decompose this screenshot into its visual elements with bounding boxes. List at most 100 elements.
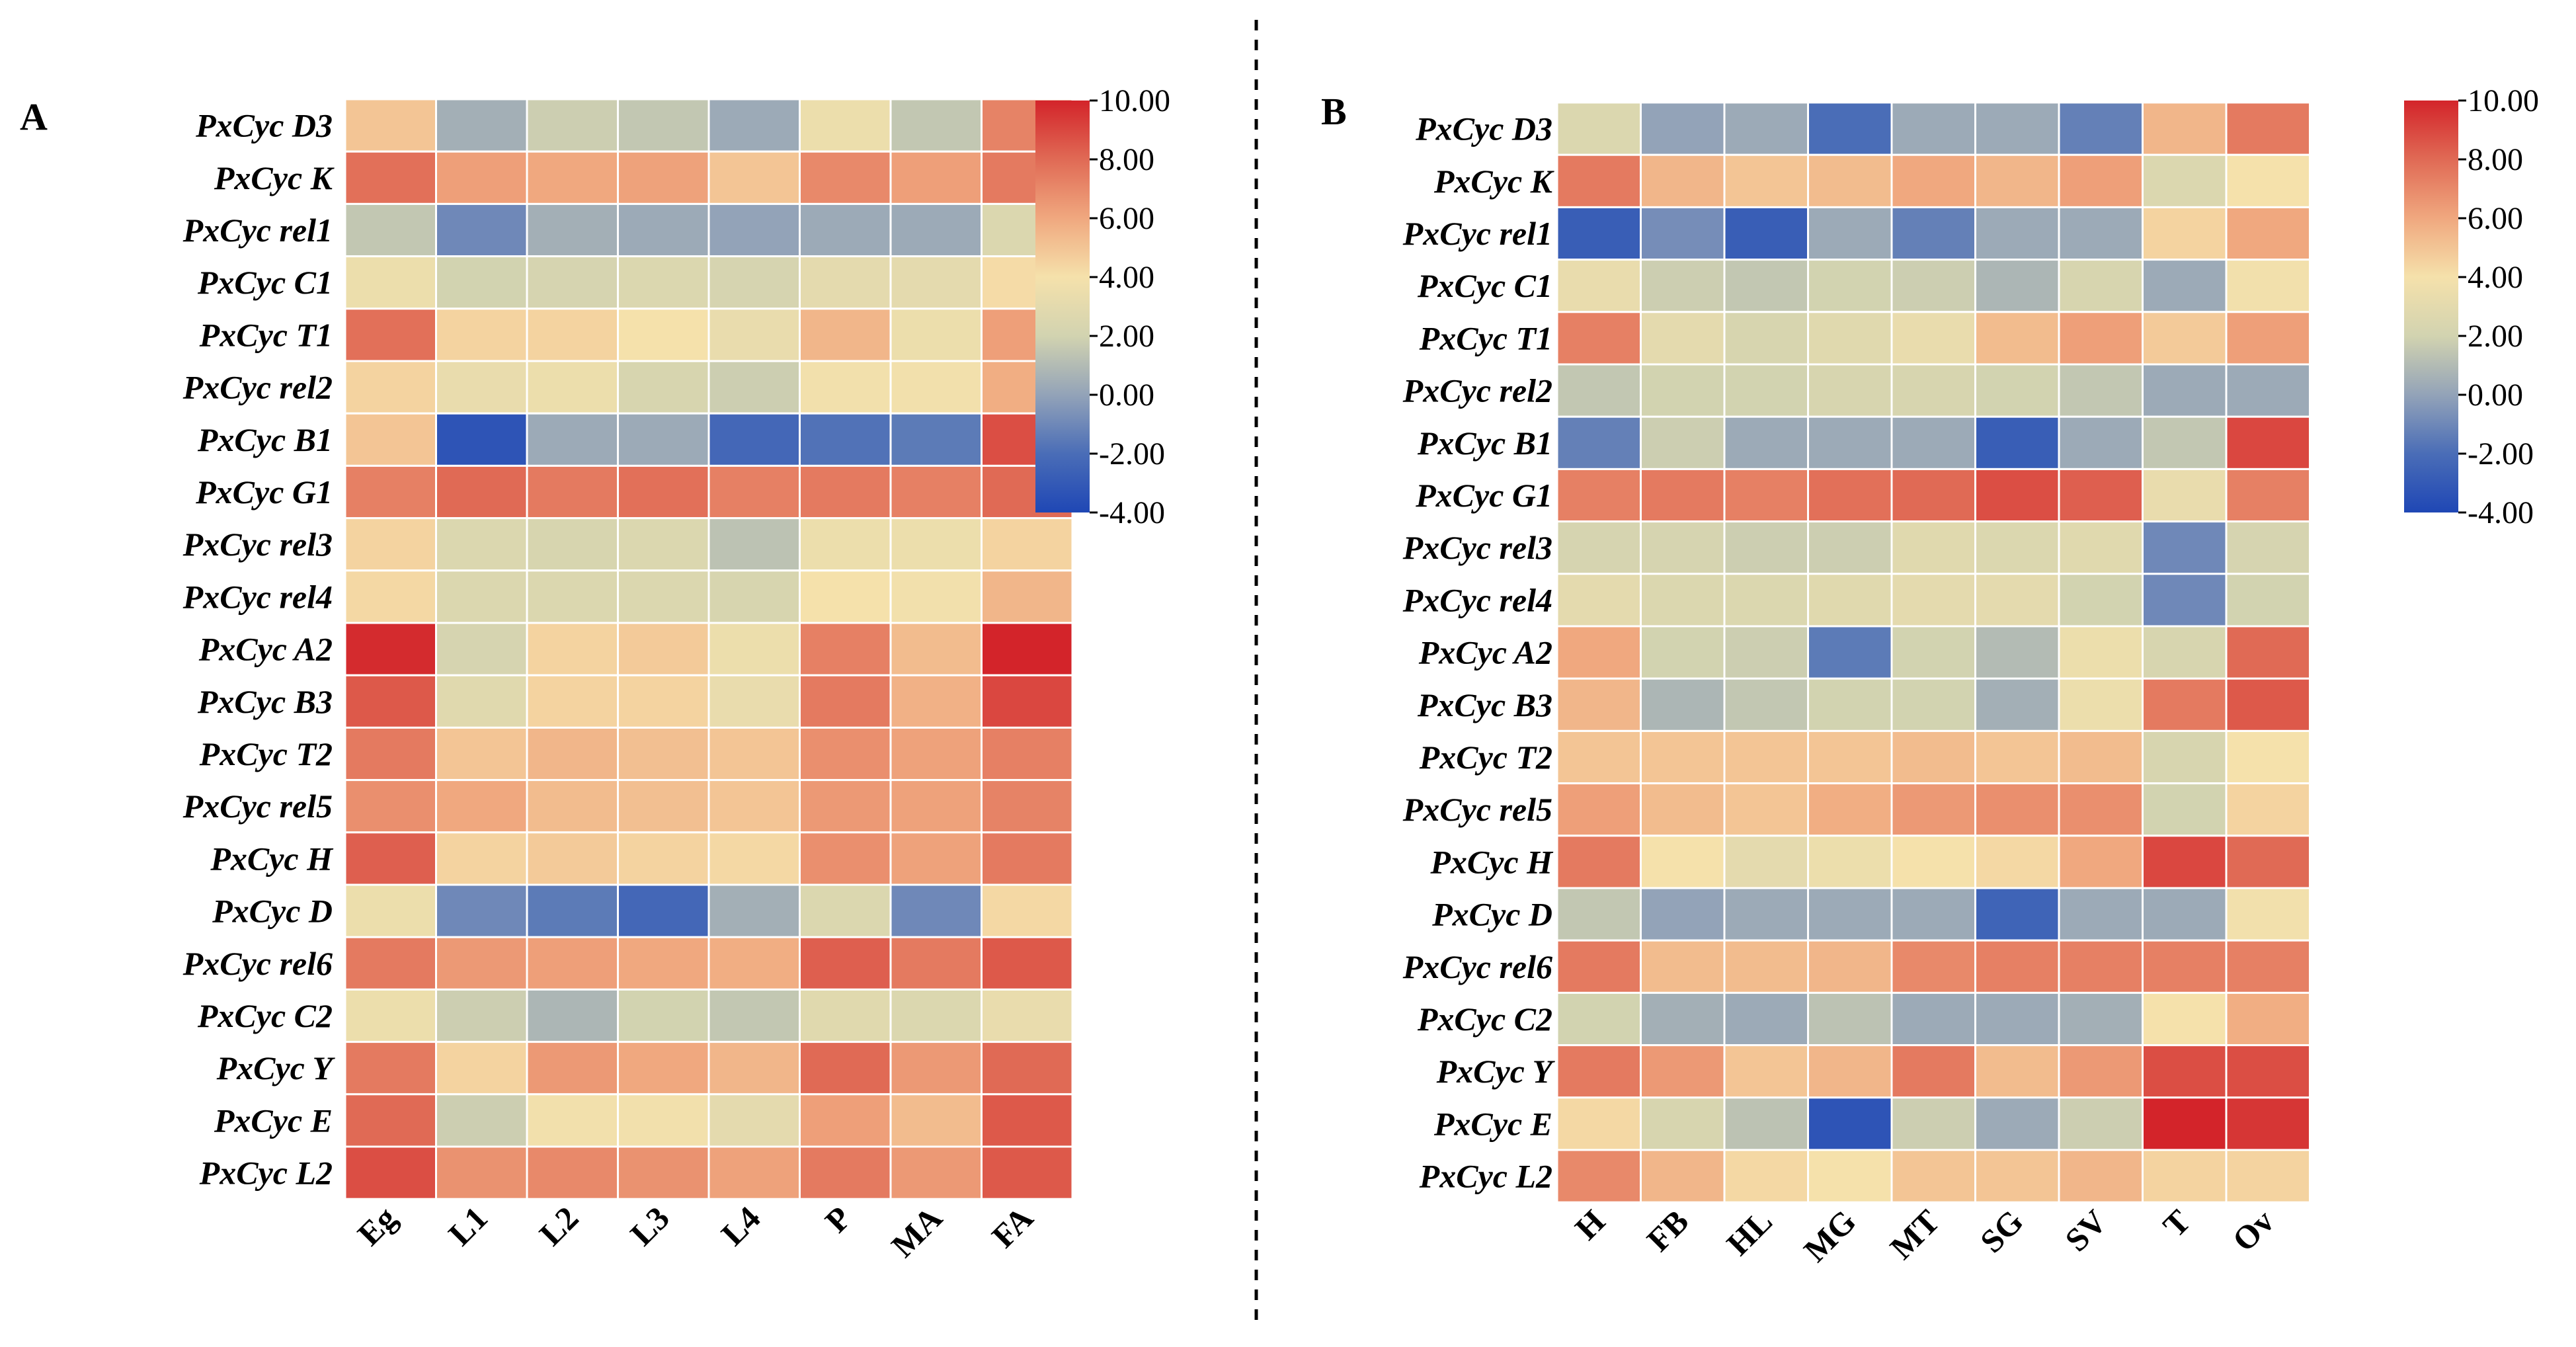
panel-a-cell-pxcyc-b3-l2 xyxy=(526,674,619,729)
panel-b-cell-pxcyc-rel3-t xyxy=(2142,520,2228,575)
panel-b-cell-pxcyc-rel2-t xyxy=(2142,363,2228,418)
panel-b-cell-pxcyc-d-t xyxy=(2142,887,2228,942)
panel-b-cell-pxcyc-d3-ov xyxy=(2225,101,2311,156)
panel-b-cell-pxcyc-rel5-t xyxy=(2142,782,2228,837)
panel-b-cell-pxcyc-g1-hl xyxy=(1723,468,1809,523)
panel-a-row-label-pxcyc-d3: PxCyc D3 xyxy=(195,107,333,144)
panel-b-cell-pxcyc-b1-mt xyxy=(1890,415,1976,470)
panel-b-cell-pxcyc-rel1-sg xyxy=(1974,206,2060,261)
panel-a-cell-pxcyc-t1-l1 xyxy=(435,307,528,362)
panel-a-cell-pxcyc-b1-l2 xyxy=(526,412,619,467)
panel-a-cell-pxcyc-h-l4 xyxy=(707,831,801,886)
panel-a-cell-pxcyc-k-l2 xyxy=(526,150,619,205)
panel-a-cell-pxcyc-rel3-fa xyxy=(981,517,1074,572)
panel-b-cell-pxcyc-k-t xyxy=(2142,153,2228,208)
panel-b-cell-pxcyc-d-h xyxy=(1556,887,1642,942)
panel-a-cell-pxcyc-d-l3 xyxy=(617,883,710,938)
panel-b-cell-pxcyc-b1-h xyxy=(1556,415,1642,470)
panel-b-row-label-pxcyc-rel4: PxCyc rel4 xyxy=(1402,581,1552,618)
panel-b-cell-pxcyc-a2-sv xyxy=(2058,625,2144,680)
panel-b-cell-pxcyc-h-t xyxy=(2142,835,2228,889)
panel-a-cell-pxcyc-rel2-l4 xyxy=(707,360,801,415)
panel-a-cell-pxcyc-g1-l4 xyxy=(707,464,801,520)
panel-b-cell-pxcyc-rel5-sg xyxy=(1974,782,2060,837)
panel-a-cell-pxcyc-rel5-p xyxy=(799,779,892,834)
panel-a-cell-pxcyc-k-eg xyxy=(344,150,437,205)
panel-a-cell-pxcyc-l2-l1 xyxy=(435,1145,528,1200)
panel-a-cell-pxcyc-g1-ma xyxy=(889,464,983,520)
panel-b-cell-pxcyc-t2-ov xyxy=(2225,729,2311,785)
panel-a-col-label-ma: MA xyxy=(884,1199,949,1264)
panel-a-colorbar xyxy=(1035,101,1090,512)
panel-a-cell-pxcyc-c1-p xyxy=(799,255,892,310)
panel-b-cell-pxcyc-g1-sg xyxy=(1974,468,2060,523)
panel-b-cell-pxcyc-b3-sg xyxy=(1974,677,2060,732)
panel-a-cell-pxcyc-rel4-l2 xyxy=(526,569,619,624)
panel-b-cell-pxcyc-d-mg xyxy=(1807,887,1893,942)
panel-a-cell-pxcyc-g1-l2 xyxy=(526,464,619,520)
panel-b-col-label-h: H xyxy=(1568,1202,1612,1246)
panel-a-cell-pxcyc-t1-ma xyxy=(889,307,983,362)
panel-a-cell-pxcyc-e-fa xyxy=(981,1093,1074,1148)
panel-a-cell-pxcyc-rel1-l4 xyxy=(707,202,801,258)
panel-b-cell-pxcyc-rel3-ov xyxy=(2225,520,2311,575)
panel-b-cell-pxcyc-b1-t xyxy=(2142,415,2228,470)
panel-b-cell-pxcyc-b3-fb xyxy=(1640,677,1726,732)
panel-a-cell-pxcyc-t1-l4 xyxy=(707,307,801,362)
panel-b-cell-pxcyc-rel4-t xyxy=(2142,573,2228,628)
panel-b-cell-pxcyc-rel4-sv xyxy=(2058,573,2144,628)
panel-a-cell-pxcyc-rel2-l2 xyxy=(526,360,619,415)
panel-a-cell-pxcyc-c2-l1 xyxy=(435,988,528,1043)
panel-a-cell-pxcyc-h-l3 xyxy=(617,831,710,886)
panel-a-colorbar-tick-6-00: 6.00 xyxy=(1099,201,1154,236)
panel-b-cell-pxcyc-h-sg xyxy=(1974,835,2060,889)
panel-a-letter: A xyxy=(20,95,48,138)
panel-a-col-label-l2: L2 xyxy=(532,1199,586,1252)
panel-b-colorbar-tick-10-00: 10.00 xyxy=(2468,83,2539,118)
panel-b-cell-pxcyc-rel4-sg xyxy=(1974,573,2060,628)
panel-a-cell-pxcyc-y-l1 xyxy=(435,1041,528,1096)
panel-a-cell-pxcyc-d-l1 xyxy=(435,883,528,938)
panel-b-cell-pxcyc-rel4-mg xyxy=(1807,573,1893,628)
panel-a-cell-pxcyc-c2-p xyxy=(799,988,892,1043)
panel-b-cell-pxcyc-c1-fb xyxy=(1640,259,1726,313)
panel-a-cell-pxcyc-a2-eg xyxy=(344,622,437,676)
panel-a-cell-pxcyc-e-l1 xyxy=(435,1093,528,1148)
panel-b-row-label-pxcyc-rel5: PxCyc rel5 xyxy=(1402,791,1552,828)
panel-b-cell-pxcyc-rel2-fb xyxy=(1640,363,1726,418)
panel-b-cell-pxcyc-y-t xyxy=(2142,1044,2228,1099)
panel-a-cell-pxcyc-d-fa xyxy=(981,883,1074,938)
panel-b-cell-pxcyc-b1-sv xyxy=(2058,415,2144,470)
panel-b-row-label-pxcyc-a2: PxCyc A2 xyxy=(1418,634,1552,671)
panel-b-cell-pxcyc-k-sg xyxy=(1974,153,2060,208)
panel-b-cell-pxcyc-t1-hl xyxy=(1723,311,1809,366)
panel-b-cell-pxcyc-e-hl xyxy=(1723,1096,1809,1151)
panel-b-colorbar-tick-4-00: 4.00 xyxy=(2468,260,2523,295)
panel-a-cell-pxcyc-h-ma xyxy=(889,831,983,886)
panel-b-cell-pxcyc-t1-h xyxy=(1556,311,1642,366)
panel-b-cell-pxcyc-y-ov xyxy=(2225,1044,2311,1099)
panel-a-cell-pxcyc-g1-l1 xyxy=(435,464,528,520)
panel-b-cell-pxcyc-c1-ov xyxy=(2225,259,2311,313)
panel-b-cell-pxcyc-d-mt xyxy=(1890,887,1976,942)
panel-b-cell-pxcyc-rel2-ov xyxy=(2225,363,2311,418)
panel-a-cell-pxcyc-b3-ma xyxy=(889,674,983,729)
panel-a-cell-pxcyc-a2-p xyxy=(799,622,892,676)
panel-b-colorbar-tick-4-00: -4.00 xyxy=(2468,495,2534,530)
panel-a-col-label-l3: L3 xyxy=(623,1199,676,1252)
panel-a-cell-pxcyc-rel3-ma xyxy=(889,517,983,572)
panel-b-cell-pxcyc-a2-fb xyxy=(1640,625,1726,680)
panel-b-cell-pxcyc-rel2-mg xyxy=(1807,363,1893,418)
panel-a-cell-pxcyc-l2-ma xyxy=(889,1145,983,1200)
panel-b-col-label-mg: MG xyxy=(1796,1202,1863,1268)
panel-b-col-label-fb: FB xyxy=(1640,1202,1696,1258)
panel-b-cell-pxcyc-c2-fb xyxy=(1640,991,1726,1047)
panel-b-row-label-pxcyc-c1: PxCyc C1 xyxy=(1417,267,1552,304)
panel-b-cell-pxcyc-rel6-mt xyxy=(1890,939,1976,994)
panel-b-cell-pxcyc-k-ov xyxy=(2225,153,2311,208)
panel-a-cell-pxcyc-c1-l2 xyxy=(526,255,619,310)
panel-b-cell-pxcyc-k-hl xyxy=(1723,153,1809,208)
panel-a-cell-pxcyc-k-l3 xyxy=(617,150,710,205)
panel-a-cell-pxcyc-y-l3 xyxy=(617,1041,710,1096)
panel-b-row-label-pxcyc-d: PxCyc D xyxy=(1431,896,1552,933)
